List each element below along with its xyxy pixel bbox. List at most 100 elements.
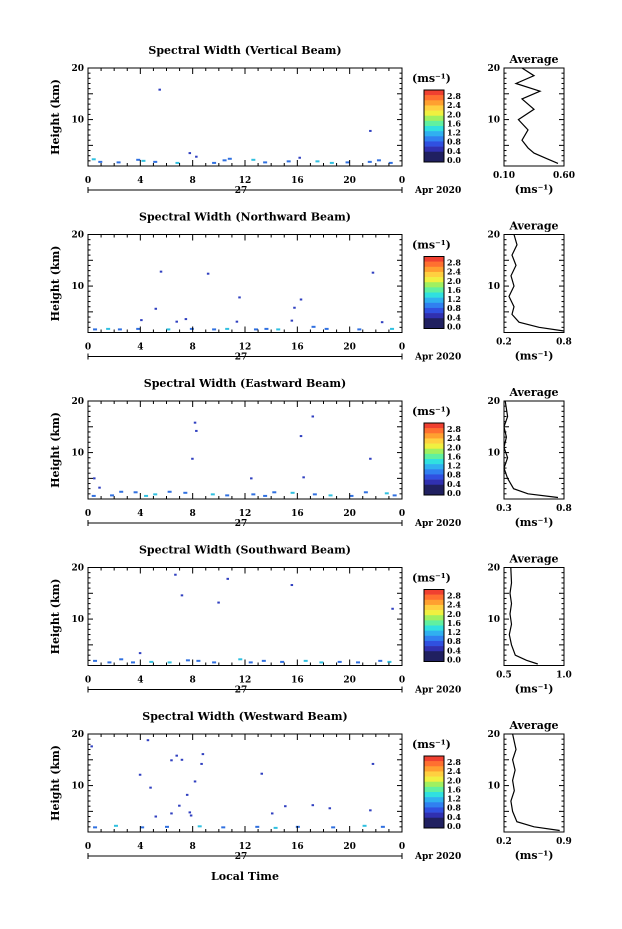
heatmap-cell: [227, 157, 232, 160]
heatmap-cell: [188, 811, 192, 814]
x-tick-label: 16: [291, 509, 304, 519]
colorbar-tick-label: 2.4: [447, 433, 461, 443]
heatmap-cell: [392, 494, 397, 497]
heatmap-cell: [175, 161, 180, 164]
average-title: Average: [508, 220, 558, 233]
colorbar-tick-label: 0.0: [447, 821, 461, 831]
heatmap-cell: [166, 328, 171, 331]
plot-frame: [87, 567, 403, 666]
panel-4: Spectral Width (Southward Beam) 0 4 8 12 16 20…: [49, 544, 572, 696]
colorbar-segment: [424, 756, 444, 762]
colorbar-segment: [424, 131, 444, 137]
colorbar-segment: [424, 428, 444, 434]
x-tick-label: 0: [85, 509, 91, 519]
y-axis-label: Height (km): [49, 412, 62, 488]
average-y-tick-label: 20: [487, 730, 500, 740]
heatmap-cell: [158, 88, 161, 91]
x-tick-label: 0: [399, 176, 405, 186]
date-month-year: Apr 2020: [414, 852, 461, 862]
heatmap-cell: [144, 494, 149, 497]
heatmap-cell: [210, 493, 215, 496]
heatmap-cell: [371, 762, 375, 765]
x-tick-label: 20: [343, 676, 356, 686]
colorbar-segment: [424, 474, 444, 480]
x-tick-label: 8: [190, 676, 196, 686]
colorbar-tick-label: 1.6: [447, 118, 461, 128]
heatmap-cell: [153, 493, 158, 496]
colorbar-tick-label: 0.8: [447, 137, 461, 147]
colorbar-segment: [424, 438, 444, 444]
colorbar-segment: [424, 812, 444, 819]
colorbar-segment: [424, 459, 444, 465]
heatmap-cell: [388, 161, 393, 164]
heatmap-cell: [260, 772, 264, 775]
heatmap-cell: [189, 814, 193, 817]
panel-title: Spectral Width (Northward Beam): [139, 211, 351, 224]
heatmap-cell: [165, 825, 169, 828]
x-tick-label: 20: [343, 176, 356, 186]
heatmap-cell: [146, 739, 150, 742]
average-x-tick-label: 0.5: [496, 671, 512, 681]
heatmap-cell: [238, 296, 241, 299]
heatmap-cell: [117, 328, 122, 331]
heatmap-cell: [107, 661, 112, 664]
heatmap-cell: [303, 659, 308, 662]
heatmap-cell: [119, 658, 124, 661]
colorbar-segment: [424, 656, 444, 662]
heatmap-cell: [276, 328, 281, 331]
average-x-tick-label: 0.10: [493, 171, 515, 181]
x-tick-label: 0: [399, 842, 405, 852]
colorbar-segment: [424, 323, 444, 329]
heatmap-cell: [298, 156, 301, 159]
colorbar-segment: [424, 120, 444, 127]
heatmap-cell: [183, 491, 188, 494]
colorbar-unit: (ms⁻¹): [412, 239, 451, 252]
colorbar-segment: [424, 635, 444, 642]
x-tick-label: 12: [239, 842, 252, 852]
panel-title: Spectral Width (Southward Beam): [139, 544, 351, 557]
heatmap-cell: [113, 824, 118, 827]
colorbar-tick-label: 1.6: [447, 285, 461, 295]
heatmap-cell: [331, 826, 336, 829]
date-month-year: Apr 2020: [414, 519, 461, 529]
heatmap-cell: [391, 607, 394, 610]
heatmap-cell: [380, 321, 384, 324]
heatmap-cell: [369, 809, 372, 812]
colorbar-segment: [424, 610, 444, 616]
colorbar-tick-label: 2.8: [447, 757, 461, 767]
colorbar-segment: [424, 90, 444, 96]
colorbar-segment: [424, 110, 444, 117]
average-profile-line: [508, 234, 565, 332]
x-tick-label: 0: [399, 676, 405, 686]
heatmap-cell: [235, 320, 239, 323]
average-x-label: (ms⁻¹): [515, 183, 554, 196]
heatmap-cell: [290, 584, 294, 587]
average-y-tick-label: 10: [487, 282, 500, 292]
date-day: 27: [235, 686, 248, 696]
date-month-year: Apr 2020: [414, 353, 461, 363]
heatmap-cell: [91, 158, 96, 161]
heatmap-cell: [154, 307, 158, 310]
date-day: 27: [235, 186, 248, 196]
heatmap-cell: [174, 573, 177, 576]
x-tick-label: 16: [291, 842, 304, 852]
x-tick-label: 4: [137, 509, 143, 519]
average-x-label: (ms⁻¹): [515, 350, 554, 363]
colorbar-segment: [424, 146, 444, 153]
colorbar-segment: [424, 646, 444, 652]
x-tick-label: 0: [85, 842, 91, 852]
colorbar-tick-label: 0.8: [447, 636, 461, 646]
colorbar-segment: [424, 776, 444, 783]
colorbar-tick-label: 2.8: [447, 91, 461, 101]
colorbar-tick-label: 2.4: [447, 267, 461, 277]
heatmap-cell: [197, 825, 202, 828]
heatmap-cell: [149, 660, 154, 663]
x-tick-label: 4: [137, 343, 143, 353]
colorbar-segment: [424, 433, 444, 439]
average-frame: [503, 234, 565, 333]
heatmap-cell: [362, 824, 367, 827]
colorbar-segment: [424, 786, 444, 793]
x-axis-label: Local Time: [211, 870, 279, 883]
average-y-tick-label: 10: [487, 116, 500, 126]
